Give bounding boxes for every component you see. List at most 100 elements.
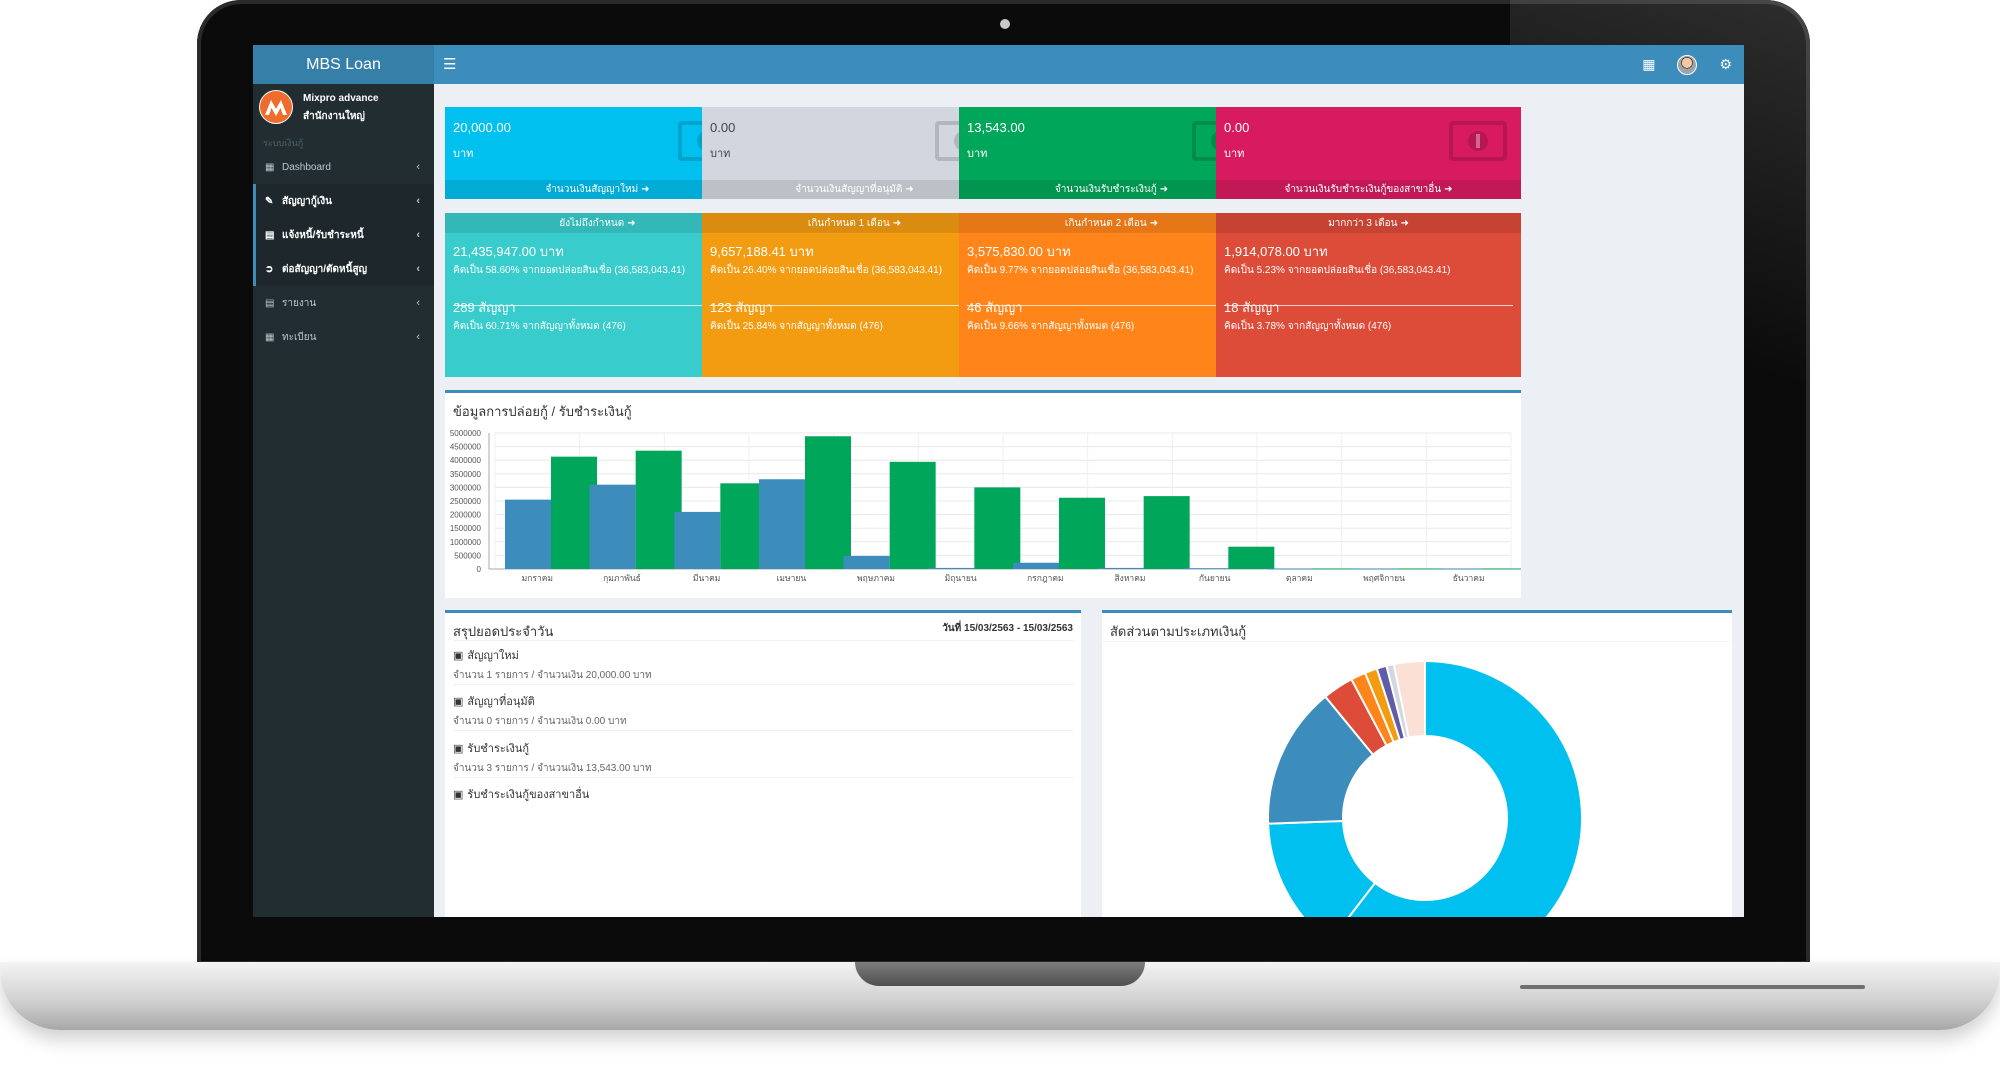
sidebar-menu: ▦ Dashboard ‹ ✎ สัญญากู้เงิน ‹ ▤ แจ้งหนี…	[253, 150, 434, 354]
divider	[453, 305, 742, 306]
gears-icon[interactable]: ⚙	[1719, 56, 1732, 72]
daily-item-title: สัญญาที่อนุมัติ	[467, 696, 535, 708]
file-icon: ▤	[265, 229, 275, 241]
sidebar-item-label: สัญญากู้เงิน	[282, 195, 332, 207]
navbar-right: ▦ ⚙	[1642, 45, 1732, 84]
small-box-footer-link[interactable]: จำนวนเงินสัญญาใหม่ ➜	[445, 180, 750, 199]
bar-mark	[635, 450, 682, 569]
aging-amount: 21,435,947.00 บาท	[453, 244, 564, 259]
small-box-footer-label: จำนวนเงินสัญญาที่อนุมัติ	[795, 184, 903, 195]
panel-title: สรุปยอดประจำวัน	[453, 624, 554, 639]
sidebar-toggle-icon[interactable]: ☰	[443, 56, 457, 73]
user-avatar[interactable]	[1677, 54, 1698, 75]
sidebar-item-label: Dashboard	[282, 161, 331, 173]
bar-mark	[1397, 568, 1444, 570]
y-tick-label: 500000	[454, 551, 481, 560]
divider	[453, 777, 1073, 778]
daily-item-title: รับชำระเงินกู้ของสาขาอื่น	[467, 789, 590, 801]
laptop-base-groove	[1520, 985, 1865, 989]
top-navbar: MBS Loan ☰ ▦ ⚙	[253, 45, 1744, 84]
donut-slice	[1347, 659, 1583, 917]
aging-contracts-percent: คิดเป็น 3.78% จากสัญญาทั้งหมด (476)	[1224, 321, 1392, 332]
bar-mark	[928, 567, 975, 569]
sidebar-item-loan-contracts[interactable]: ✎ สัญญากู้เงิน ‹	[253, 184, 434, 218]
aging-amount: 1,914,078.00 บาท	[1224, 244, 1328, 259]
sidebar-item-billing[interactable]: ▤ แจ้งหนี้/รับชำระหนี้ ‹	[253, 218, 434, 252]
panel-title: ข้อมูลการปล่อยกู้ / รับชำระเงินกู้	[453, 404, 632, 419]
sidebar-item-label: ต่อสัญญา/ตัดหนี้สูญ	[282, 263, 368, 275]
sidebar-item-registry[interactable]: ▦ ทะเบียน ‹	[253, 320, 434, 354]
sidebar-item-label: แจ้งหนี้/รับชำระหนี้	[282, 229, 364, 241]
sidebar-item-renewal[interactable]: ➲ ต่อสัญญา/ตัดหนี้สูญ ‹	[253, 252, 434, 286]
small-box-amount: 13,543.00	[967, 120, 1025, 135]
donut-chart	[1267, 659, 1583, 917]
daily-item-detail: จำนวน 1 รายการ / จำนวนเงิน 20,000.00 บาท	[453, 670, 652, 681]
divider	[967, 305, 1256, 306]
sidebar-item-dashboard[interactable]: ▦ Dashboard ‹	[253, 150, 434, 184]
small-box-unit: บาท	[1224, 148, 1245, 160]
camera-dot	[1000, 19, 1010, 29]
aging-amount: 3,575,830.00 บาท	[967, 244, 1071, 259]
aging-box-header-link[interactable]: ยังไม่ถึงกำหนด ➜	[445, 213, 750, 233]
y-tick-label: 2000000	[450, 511, 482, 520]
dashboard-icon: ▦	[265, 161, 275, 173]
bar-mark	[1013, 562, 1059, 569]
y-tick-label: 4500000	[450, 443, 482, 452]
aging-contracts: 18 สัญญา	[1224, 300, 1280, 315]
grid-icon[interactable]: ▦	[1642, 56, 1656, 72]
small-box-new-contracts: 20,000.00 บาท จำนวนเงินสัญญาใหม่ ➜	[445, 107, 750, 199]
arrow-circle-right-icon: ➜	[627, 217, 636, 229]
panel-title: สัดส่วนตามประเภทเงินกู้	[1110, 624, 1247, 639]
y-tick-label: 1000000	[450, 538, 482, 547]
daily-item-title: รับชำระเงินกู้	[467, 743, 530, 755]
company-logo	[259, 90, 293, 124]
small-box-other-branch-repayments: 0.00 บาท จำนวนเงินรับชำระเงินกู้ของสาขาอ…	[1216, 107, 1521, 199]
user-branch: สำนักงานใหญ่	[303, 111, 365, 122]
arrow-circle-right-icon: ➜	[1444, 184, 1453, 195]
bar-mark	[1143, 496, 1190, 569]
small-box-amount: 0.00	[710, 120, 736, 135]
small-box-footer-link[interactable]: จำนวนเงินรับชำระเงินกู้ของสาขาอื่น ➜	[1216, 180, 1521, 199]
arrow-circle-right-icon: ➜	[1159, 184, 1169, 195]
laptop-notch	[855, 962, 1145, 986]
x-tick-label: ธันวาคม	[1453, 573, 1485, 583]
chevron-left-icon: ‹	[416, 263, 420, 275]
aging-amount-percent: คิดเป็น 58.60% จากยอดปล่อยสินเชื่อ (36,5…	[453, 265, 686, 276]
sidebar-item-reports[interactable]: ▤ รายงาน ‹	[253, 286, 434, 320]
divider	[1102, 641, 1732, 642]
bar-mark	[674, 511, 721, 569]
bar-mark	[1182, 568, 1229, 570]
small-box-footer-link[interactable]: จำนวนเงินสัญญาที่อนุมัติ ➜	[702, 180, 1007, 199]
share-icon: ➲	[265, 263, 274, 275]
aging-box-not-due: ยังไม่ถึงกำหนด ➜ 21,435,947.00 บาท คิดเป็…	[445, 213, 750, 377]
aging-box-header-link[interactable]: เกินกำหนด 2 เดือน ➜	[959, 213, 1264, 233]
aging-box-header-link[interactable]: มากกว่า 3 เดือน ➜	[1216, 213, 1521, 233]
daily-item-other-branch-repayments: ▣ รับชำระเงินกู้ของสาขาอื่น	[453, 785, 1073, 807]
daily-item-new-contracts: ▣ สัญญาใหม่ จำนวน 1 รายการ / จำนวนเงิน 20…	[453, 646, 1073, 683]
aging-amount-percent: คิดเป็น 26.40% จากยอดปล่อยสินเชื่อ (36,5…	[710, 265, 943, 276]
x-tick-label: ตุลาคม	[1286, 573, 1313, 584]
y-tick-label: 3000000	[450, 483, 482, 492]
y-tick-label: 3500000	[450, 470, 482, 479]
aging-box-header-link[interactable]: เกินกำหนด 1 เดือน ➜	[702, 213, 1007, 233]
small-box-unit: บาท	[453, 148, 474, 160]
donut-slice	[1392, 659, 1426, 739]
bar-mark	[1267, 568, 1313, 570]
arrow-circle-right-icon: ➜	[1400, 217, 1409, 229]
small-box-repayments: 13,543.00 บาท จำนวนเงินรับชำระเงินกู้ ➜	[959, 107, 1264, 199]
x-tick-label: มกราคม	[522, 573, 553, 583]
small-box-amount: 20,000.00	[453, 120, 511, 135]
donut-slice	[1267, 819, 1377, 917]
loan-chart-panel: ข้อมูลการปล่อยกู้ / รับชำระเงินกู้ 50000…	[445, 390, 1521, 598]
y-tick-label: 5000000	[450, 429, 482, 438]
edit-icon: ✎	[265, 195, 274, 207]
app-brand[interactable]: MBS Loan	[253, 45, 434, 84]
main-content: 20,000.00 บาท จำนวนเงินสัญญาใหม่ ➜ 0.00 บ…	[434, 84, 1744, 917]
aging-box-header: เกินกำหนด 1 เดือน	[807, 217, 890, 229]
small-box-footer-link[interactable]: จำนวนเงินรับชำระเงินกู้ ➜	[959, 180, 1264, 199]
divider	[453, 640, 1073, 641]
book-icon: ▣	[453, 742, 464, 755]
x-tick-label: สิงหาคม	[1114, 573, 1145, 583]
divider	[453, 730, 1073, 731]
aging-contracts-percent: คิดเป็น 9.66% จากสัญญาทั้งหมด (476)	[967, 321, 1135, 332]
